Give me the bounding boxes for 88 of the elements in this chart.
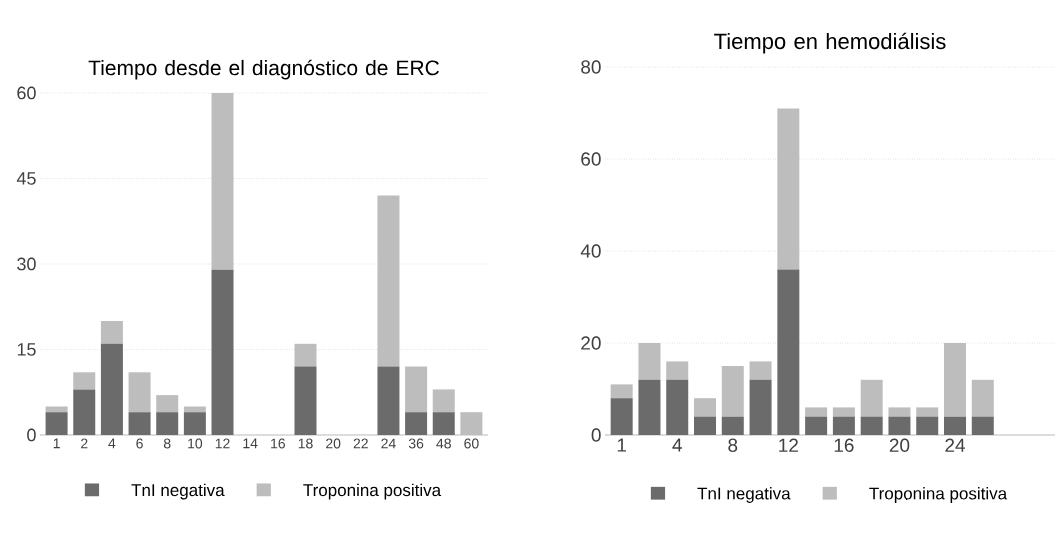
x-tick-label: 18	[298, 438, 313, 449]
bar	[45, 406, 68, 413]
bar	[45, 412, 68, 435]
x-tick-label: 24	[381, 438, 396, 449]
legend-label: Troponina positiva	[303, 483, 442, 500]
x-tick-label: 1	[53, 438, 60, 449]
x-tick-label: 12	[779, 438, 798, 452]
x-tick-label: 12	[215, 438, 230, 449]
x-tick-label: 22	[353, 438, 368, 449]
chart-title: Tiempo en hemodiálisis	[714, 32, 946, 54]
legend-label: Troponina positiva	[869, 487, 1008, 503]
y-tick-label: 20	[581, 336, 601, 350]
bar	[294, 343, 317, 367]
y-tick-label: 45	[16, 172, 36, 185]
bar	[694, 416, 716, 435]
y-tick-label: 0	[27, 428, 36, 442]
bar	[432, 389, 455, 413]
x-tick-label: 14	[243, 438, 258, 449]
x-tick-label: 60	[464, 438, 479, 449]
x-tick-label: 2	[81, 438, 88, 449]
bar	[971, 416, 994, 435]
x-tick-label: 20	[326, 438, 341, 449]
bar	[377, 195, 400, 367]
bar	[610, 384, 633, 399]
bar	[294, 366, 317, 435]
bar	[211, 269, 234, 435]
bar	[128, 412, 151, 435]
x-tick-label: 48	[436, 438, 451, 449]
bar	[156, 395, 179, 413]
legend-label: TnI negativa	[697, 487, 791, 503]
bar	[100, 321, 123, 344]
bar	[916, 407, 939, 417]
bar	[805, 407, 828, 417]
bar	[944, 343, 967, 417]
x-tick-label: 16	[834, 438, 854, 452]
bar	[638, 343, 661, 380]
bar	[405, 366, 428, 413]
x-tick-label: 6	[136, 438, 143, 449]
x-tick-label: 1	[617, 438, 627, 452]
bar	[971, 379, 994, 417]
y-tick-label: 60	[17, 86, 36, 100]
bar	[860, 379, 883, 417]
y-tick-label: 15	[17, 343, 36, 356]
bar	[832, 407, 855, 417]
y-tick-label: 30	[17, 257, 36, 271]
bar	[405, 412, 428, 435]
bar	[183, 412, 206, 435]
bar	[377, 366, 400, 435]
bar	[432, 412, 455, 435]
chart-title: Tiempo desde el diagnóstico de ERC	[88, 59, 439, 80]
y-tick-label: 80	[581, 60, 601, 74]
bar	[156, 412, 179, 435]
bar	[749, 361, 772, 380]
bar	[832, 416, 855, 435]
bar	[805, 416, 828, 435]
x-tick-label: 8	[728, 438, 738, 452]
bar	[638, 379, 661, 435]
x-tick-label: 4	[108, 438, 116, 449]
y-tick-label: 40	[580, 244, 601, 258]
bar	[666, 379, 689, 435]
bar	[777, 108, 800, 270]
bar	[944, 416, 967, 435]
bar	[73, 389, 96, 435]
bar	[888, 407, 911, 417]
x-tick-label: 16	[271, 438, 285, 449]
bar	[128, 372, 151, 413]
bar	[100, 343, 123, 435]
bar	[888, 416, 911, 435]
bar	[721, 366, 744, 417]
bar	[666, 361, 689, 380]
bar	[916, 416, 939, 435]
x-tick-label: 10	[188, 438, 203, 449]
x-tick-label: 8	[163, 438, 171, 449]
bar	[610, 398, 633, 435]
x-tick-label: 20	[889, 438, 910, 452]
legend-label: TnI negativa	[131, 483, 225, 500]
bar	[721, 416, 744, 435]
bar	[183, 406, 206, 413]
bar	[73, 372, 96, 390]
bar	[777, 269, 800, 435]
x-tick-label: 4	[672, 438, 682, 452]
x-tick-label: 36	[408, 438, 424, 449]
bar	[749, 379, 772, 435]
x-tick-label: 24	[945, 438, 966, 452]
y-tick-label: 60	[581, 152, 601, 166]
bar	[694, 398, 716, 417]
y-tick-label: 0	[591, 428, 601, 442]
bar	[860, 416, 883, 435]
